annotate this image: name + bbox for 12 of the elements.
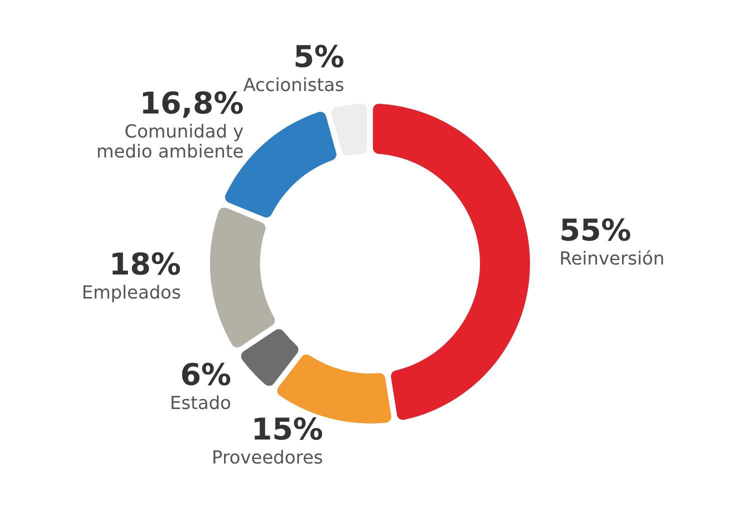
slice-label: Reinversión [559, 248, 665, 270]
slice-label: Proveedores [212, 448, 324, 469]
data-label: 18% [109, 248, 181, 283]
data-label: 15% [251, 412, 324, 448]
data-label: 16,8% [140, 86, 244, 122]
slice-label: Estado [170, 393, 232, 414]
slice-label: Comunidad y medio ambiente [96, 122, 244, 163]
data-label: 55% [559, 214, 632, 249]
slice-label: Empleados [82, 282, 181, 304]
data-label: 6% [180, 358, 232, 394]
slice-label: Accionistas [243, 75, 344, 96]
data-label: 5% [293, 40, 344, 76]
